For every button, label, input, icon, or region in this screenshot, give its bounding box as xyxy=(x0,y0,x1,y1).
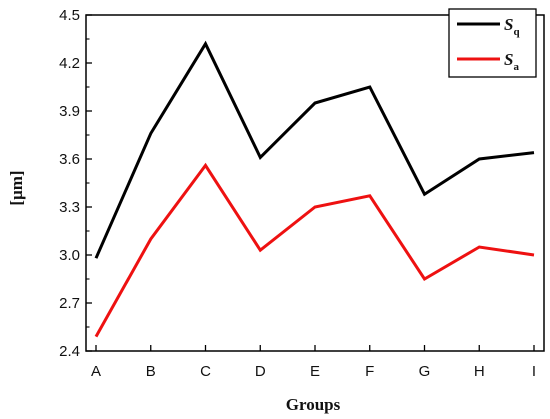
y-tick-label: 3.0 xyxy=(59,247,80,264)
x-axis-title: Groups xyxy=(286,395,341,414)
legend-label-sa-sub: a xyxy=(513,61,519,73)
x-tick-label: F xyxy=(365,363,374,380)
y-tick-label: 2.7 xyxy=(59,295,80,312)
x-tick-label: H xyxy=(474,363,485,380)
y-tick-label: 2.4 xyxy=(59,343,80,360)
legend-label-sa: Sa xyxy=(504,50,519,73)
y-axis-ticks: 2.4 2.7 3.0 3.3 3.6 3.9 4.2 4.5 xyxy=(59,7,92,360)
y-tick-label: 3.6 xyxy=(59,151,80,168)
y-tick-label: 3.9 xyxy=(59,103,80,120)
x-tick-label: B xyxy=(146,363,156,380)
x-tick-label: D xyxy=(255,363,266,380)
legend-box xyxy=(448,8,537,78)
legend-label-sq-sub: q xyxy=(513,26,520,38)
legend: Sq Sa xyxy=(448,8,537,78)
x-tick-label: E xyxy=(310,363,320,380)
x-tick-label: C xyxy=(200,363,211,380)
legend-label-sa-main: S xyxy=(504,50,513,69)
y-tick-label: 4.2 xyxy=(59,55,80,72)
series-layer xyxy=(94,40,535,338)
y-tick-label: 4.5 xyxy=(59,7,80,24)
y-tick-label: 3.3 xyxy=(59,199,80,216)
legend-label-sq: Sq xyxy=(504,15,520,38)
x-tick-label: I xyxy=(532,363,536,380)
y-axis-title: [μm] xyxy=(7,170,26,205)
x-axis-ticks: A B C D E F G H I xyxy=(91,345,536,380)
series-line-sq xyxy=(94,40,535,259)
x-tick-label: G xyxy=(419,363,431,380)
series-line-sa xyxy=(94,162,535,338)
legend-label-sq-main: S xyxy=(504,15,513,34)
x-tick-label: A xyxy=(91,363,101,380)
